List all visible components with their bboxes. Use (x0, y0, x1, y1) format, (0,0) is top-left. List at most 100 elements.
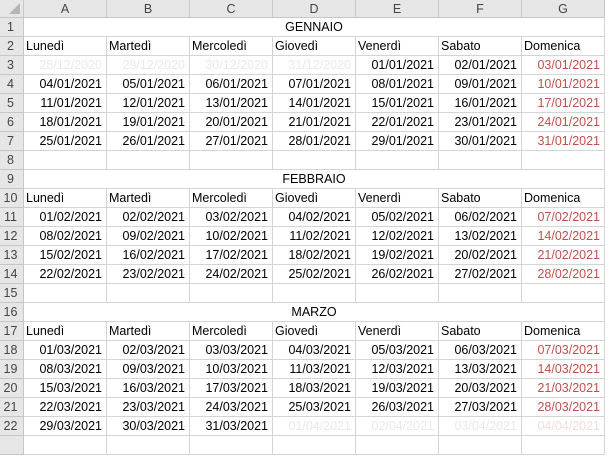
row-header[interactable]: 10 (0, 189, 24, 208)
date-cell[interactable]: 26/03/2021 (356, 398, 439, 417)
date-cell[interactable]: 06/03/2021 (439, 341, 522, 360)
empty-cell[interactable] (356, 284, 439, 303)
date-cell[interactable]: 11/01/2021 (24, 94, 107, 113)
date-cell[interactable]: 29/12/2020 (107, 56, 190, 75)
date-cell[interactable]: 18/01/2021 (24, 113, 107, 132)
date-cell[interactable]: 16/03/2021 (107, 379, 190, 398)
date-cell[interactable]: 02/03/2021 (107, 341, 190, 360)
weekday-header-cell[interactable]: Venerdì (356, 322, 439, 341)
month-title[interactable]: GENNAIO (24, 18, 605, 37)
date-cell[interactable]: 17/01/2021 (522, 94, 605, 113)
date-cell[interactable]: 11/02/2021 (273, 227, 356, 246)
empty-cell[interactable] (24, 436, 107, 455)
row-header[interactable]: 13 (0, 246, 24, 265)
date-cell[interactable]: 16/01/2021 (439, 94, 522, 113)
date-cell[interactable]: 27/01/2021 (190, 132, 273, 151)
empty-cell[interactable] (24, 284, 107, 303)
date-cell[interactable]: 09/03/2021 (107, 360, 190, 379)
date-cell[interactable]: 06/01/2021 (190, 75, 273, 94)
row-header[interactable]: 17 (0, 322, 24, 341)
date-cell[interactable]: 23/01/2021 (439, 113, 522, 132)
date-cell[interactable]: 21/01/2021 (273, 113, 356, 132)
row-header[interactable]: 8 (0, 151, 24, 170)
date-cell[interactable]: 26/01/2021 (107, 132, 190, 151)
date-cell[interactable]: 17/03/2021 (190, 379, 273, 398)
date-cell[interactable]: 13/01/2021 (190, 94, 273, 113)
empty-cell[interactable] (190, 151, 273, 170)
date-cell[interactable]: 30/03/2021 (107, 417, 190, 436)
column-header-a[interactable]: A (24, 0, 107, 18)
empty-cell[interactable] (107, 151, 190, 170)
date-cell[interactable]: 26/02/2021 (356, 265, 439, 284)
weekday-header-cell[interactable]: Giovedì (273, 322, 356, 341)
date-cell[interactable]: 27/02/2021 (439, 265, 522, 284)
date-cell[interactable]: 13/02/2021 (439, 227, 522, 246)
date-cell[interactable]: 12/02/2021 (356, 227, 439, 246)
date-cell[interactable]: 28/03/2021 (522, 398, 605, 417)
weekday-header-cell[interactable]: Sabato (439, 37, 522, 56)
date-cell[interactable]: 18/02/2021 (273, 246, 356, 265)
row-header[interactable]: 9 (0, 170, 24, 189)
date-cell[interactable]: 03/02/2021 (190, 208, 273, 227)
empty-cell[interactable] (439, 436, 522, 455)
date-cell[interactable]: 04/03/2021 (273, 341, 356, 360)
weekday-header-cell[interactable]: Martedì (107, 322, 190, 341)
date-cell[interactable]: 21/03/2021 (522, 379, 605, 398)
weekday-header-cell[interactable]: Mercoledì (190, 322, 273, 341)
empty-cell[interactable] (522, 284, 605, 303)
empty-cell[interactable] (439, 151, 522, 170)
weekday-header-cell[interactable]: Martedì (107, 37, 190, 56)
empty-cell[interactable] (273, 284, 356, 303)
date-cell[interactable]: 20/02/2021 (439, 246, 522, 265)
row-header[interactable]: 12 (0, 227, 24, 246)
date-cell[interactable]: 25/01/2021 (24, 132, 107, 151)
date-cell[interactable]: 28/02/2021 (522, 265, 605, 284)
date-cell[interactable]: 05/01/2021 (107, 75, 190, 94)
row-header[interactable]: 11 (0, 208, 24, 227)
row-header-partial[interactable] (0, 436, 24, 455)
date-cell[interactable]: 13/03/2021 (439, 360, 522, 379)
empty-cell[interactable] (190, 284, 273, 303)
column-header-d[interactable]: D (273, 0, 356, 18)
row-header[interactable]: 2 (0, 37, 24, 56)
date-cell[interactable]: 07/02/2021 (522, 208, 605, 227)
empty-cell[interactable] (24, 151, 107, 170)
date-cell[interactable]: 31/03/2021 (190, 417, 273, 436)
row-header[interactable]: 3 (0, 56, 24, 75)
date-cell[interactable]: 04/01/2021 (24, 75, 107, 94)
row-header[interactable]: 6 (0, 113, 24, 132)
date-cell[interactable]: 27/03/2021 (439, 398, 522, 417)
row-header[interactable]: 19 (0, 360, 24, 379)
row-header[interactable]: 21 (0, 398, 24, 417)
date-cell[interactable]: 02/02/2021 (107, 208, 190, 227)
date-cell[interactable]: 24/03/2021 (190, 398, 273, 417)
date-cell[interactable]: 03/04/2021 (439, 417, 522, 436)
date-cell[interactable]: 20/01/2021 (190, 113, 273, 132)
weekday-header-cell[interactable]: Lunedì (24, 37, 107, 56)
date-cell[interactable]: 03/03/2021 (190, 341, 273, 360)
empty-cell[interactable] (356, 151, 439, 170)
date-cell[interactable]: 23/03/2021 (107, 398, 190, 417)
date-cell[interactable]: 25/02/2021 (273, 265, 356, 284)
weekday-header-cell[interactable]: Giovedì (273, 37, 356, 56)
date-cell[interactable]: 23/02/2021 (107, 265, 190, 284)
column-header-e[interactable]: E (356, 0, 439, 18)
weekday-header-cell[interactable]: Martedì (107, 189, 190, 208)
weekday-header-cell[interactable]: Venerdì (356, 189, 439, 208)
date-cell[interactable]: 19/03/2021 (356, 379, 439, 398)
empty-cell[interactable] (522, 436, 605, 455)
date-cell[interactable]: 14/02/2021 (522, 227, 605, 246)
weekday-header-cell[interactable]: Lunedì (24, 322, 107, 341)
date-cell[interactable]: 15/03/2021 (24, 379, 107, 398)
date-cell[interactable]: 14/01/2021 (273, 94, 356, 113)
empty-cell[interactable] (273, 436, 356, 455)
date-cell[interactable]: 10/03/2021 (190, 360, 273, 379)
date-cell[interactable]: 05/03/2021 (356, 341, 439, 360)
row-header[interactable]: 14 (0, 265, 24, 284)
date-cell[interactable]: 02/01/2021 (439, 56, 522, 75)
weekday-header-cell[interactable]: Domenica (522, 322, 605, 341)
empty-cell[interactable] (107, 436, 190, 455)
column-header-g[interactable]: G (522, 0, 605, 18)
date-cell[interactable]: 15/02/2021 (24, 246, 107, 265)
